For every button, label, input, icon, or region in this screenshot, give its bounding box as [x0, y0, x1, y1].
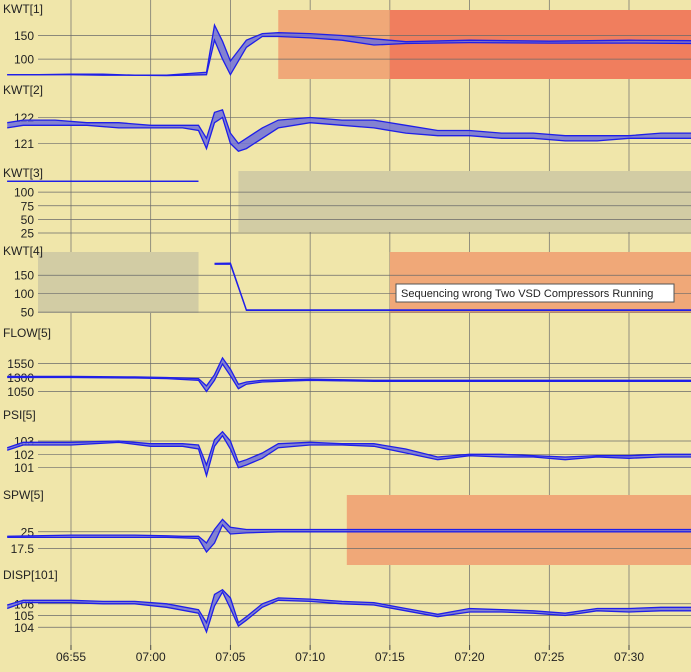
- y-tick-label: 1550: [7, 357, 34, 371]
- panel-title: SPW[5]: [3, 488, 44, 502]
- y-tick-label: 1050: [7, 385, 34, 399]
- region-alarm_dark: [390, 10, 691, 79]
- x-tick-label: 06:55: [56, 650, 86, 664]
- panel-title: PSI[5]: [3, 408, 36, 422]
- region-alarm_light: [390, 252, 691, 313]
- x-tick-label: 07:05: [215, 650, 245, 664]
- x-tick-label: 07:30: [614, 650, 644, 664]
- x-tick-label: 07:25: [534, 650, 564, 664]
- panel-title: KWT[2]: [3, 83, 43, 97]
- y-tick-label: 50: [21, 213, 35, 227]
- y-tick-label: 17.5: [11, 542, 35, 556]
- y-tick-label: 104: [14, 621, 34, 635]
- y-tick-label: 121: [14, 137, 34, 151]
- x-tick-label: 07:10: [295, 650, 325, 664]
- y-tick-label: 100: [14, 186, 34, 200]
- y-tick-label: 50: [21, 306, 35, 320]
- y-tick-label: 100: [14, 287, 34, 301]
- y-tick-label: 150: [14, 29, 34, 43]
- x-tick-label: 07:20: [455, 650, 485, 664]
- alarm-tooltip[interactable]: Sequencing wrong Two VSD Compressors Run…: [396, 284, 674, 302]
- tooltip-text: Sequencing wrong Two VSD Compressors Run…: [401, 288, 653, 300]
- y-tick-label: 75: [21, 199, 35, 213]
- panel-title: DISP[101]: [3, 568, 58, 582]
- y-tick-label: 101: [14, 461, 34, 475]
- panel-title: KWT[1]: [3, 2, 43, 16]
- y-tick-label: 150: [14, 269, 34, 283]
- x-tick-label: 07:15: [375, 650, 405, 664]
- panel-title: FLOW[5]: [3, 326, 51, 340]
- region-inactive: [38, 252, 199, 313]
- region-inactive: [238, 171, 691, 232]
- y-tick-label: 102: [14, 448, 34, 462]
- panel-title: KWT[3]: [3, 166, 43, 180]
- panel-title: KWT[4]: [3, 244, 43, 258]
- y-tick-label: 100: [14, 53, 34, 67]
- y-tick-label: 25: [21, 227, 35, 241]
- x-tick-label: 07:00: [136, 650, 166, 664]
